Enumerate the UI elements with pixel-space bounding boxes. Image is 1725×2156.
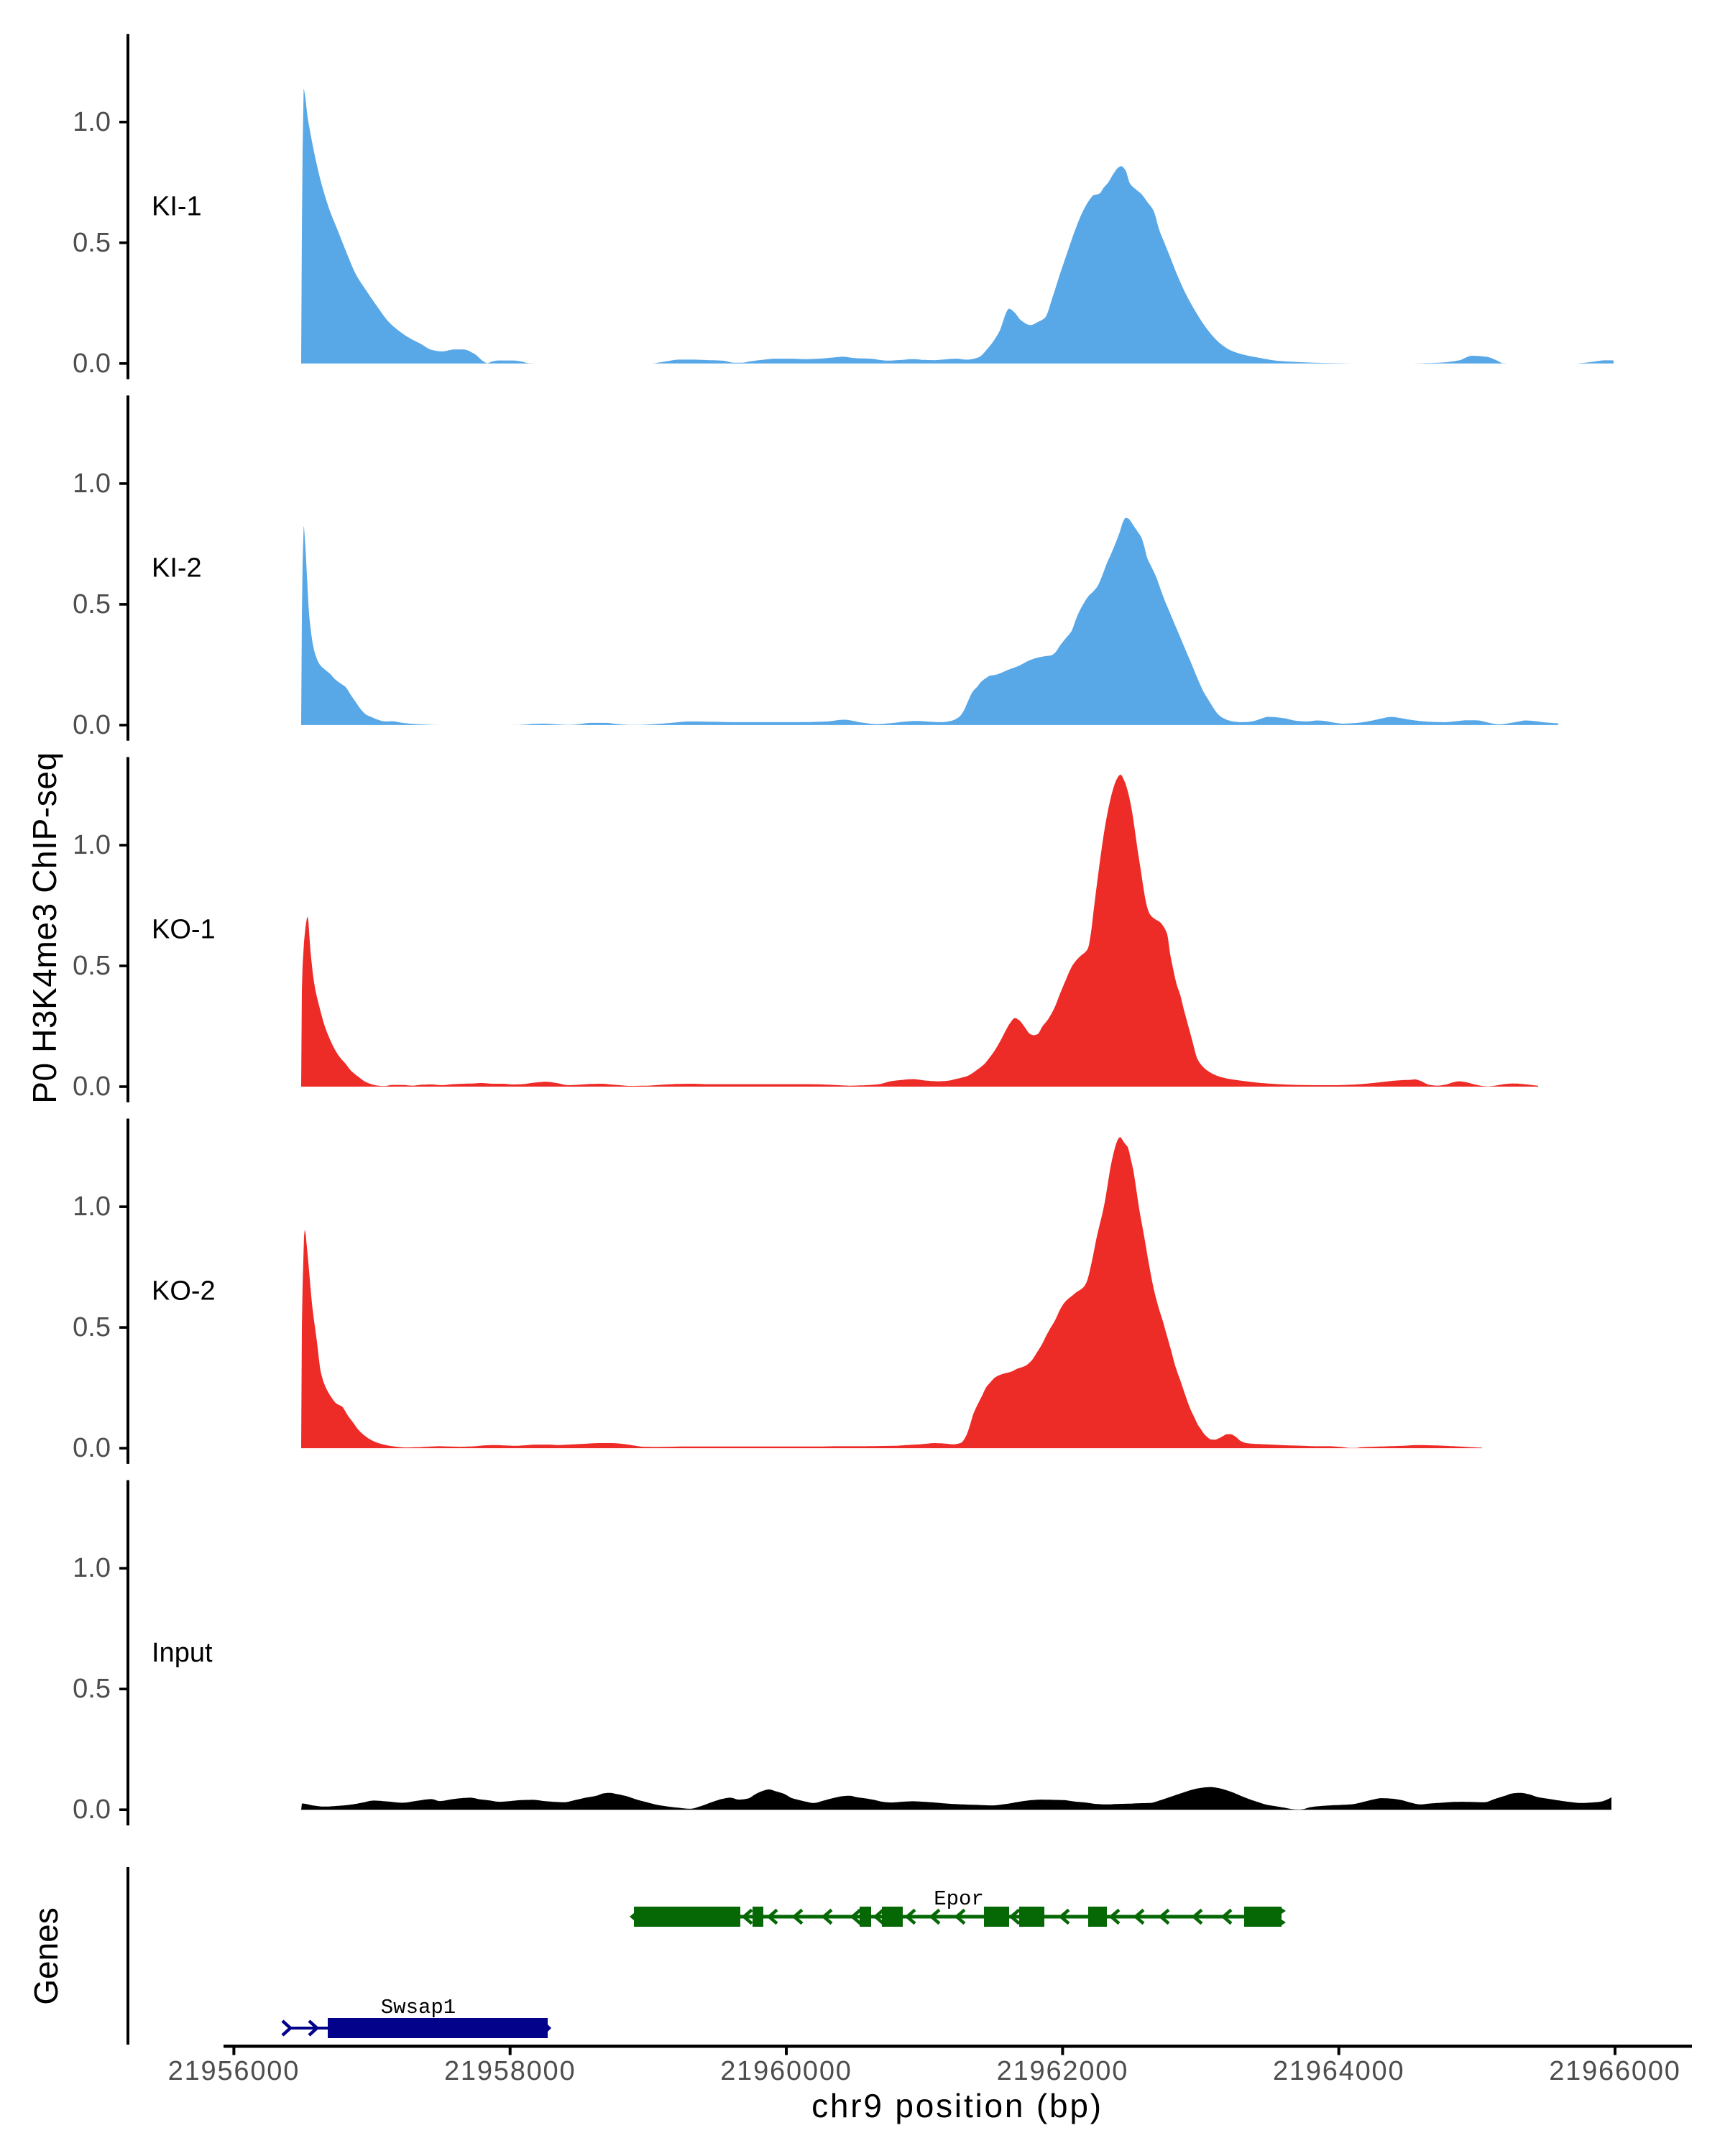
svg-text:Genes: Genes	[27, 1907, 65, 2005]
svg-text:1.0: 1.0	[73, 1192, 111, 1222]
svg-text:0.5: 0.5	[73, 1674, 111, 1704]
svg-text:0.0: 0.0	[73, 1072, 111, 1102]
svg-text:KO-2: KO-2	[152, 1276, 216, 1307]
svg-text:0.0: 0.0	[73, 1433, 111, 1463]
svg-text:Swsap1: Swsap1	[381, 1996, 456, 2019]
svg-text:0.5: 0.5	[73, 1312, 111, 1342]
svg-text:0.5: 0.5	[73, 589, 111, 619]
svg-text:21960000: 21960000	[720, 2056, 852, 2086]
svg-text:21966000: 21966000	[1549, 2056, 1680, 2086]
svg-text:KI-1: KI-1	[152, 191, 202, 221]
svg-text:0.0: 0.0	[73, 349, 111, 379]
svg-text:chr9 position (bp): chr9 position (bp)	[811, 2087, 1103, 2124]
svg-text:21958000: 21958000	[444, 2056, 576, 2086]
svg-text:1.0: 1.0	[73, 1553, 111, 1583]
svg-text:21962000: 21962000	[997, 2056, 1128, 2086]
svg-text:0.5: 0.5	[73, 228, 111, 258]
svg-text:Epor: Epor	[934, 1887, 984, 1911]
svg-text:P0 H3K4me3 ChIP-seq: P0 H3K4me3 ChIP-seq	[26, 752, 63, 1104]
svg-text:1.0: 1.0	[73, 830, 111, 860]
svg-text:KI-2: KI-2	[152, 553, 202, 584]
svg-text:0.5: 0.5	[73, 951, 111, 981]
svg-text:1.0: 1.0	[73, 469, 111, 499]
svg-text:0.0: 0.0	[73, 1795, 111, 1825]
svg-text:21964000: 21964000	[1273, 2056, 1404, 2086]
svg-text:1.0: 1.0	[73, 107, 111, 137]
svg-text:Input: Input	[152, 1638, 213, 1668]
svg-text:KO-1: KO-1	[152, 915, 216, 945]
svg-text:0.0: 0.0	[73, 710, 111, 740]
svg-text:21956000: 21956000	[168, 2056, 300, 2086]
